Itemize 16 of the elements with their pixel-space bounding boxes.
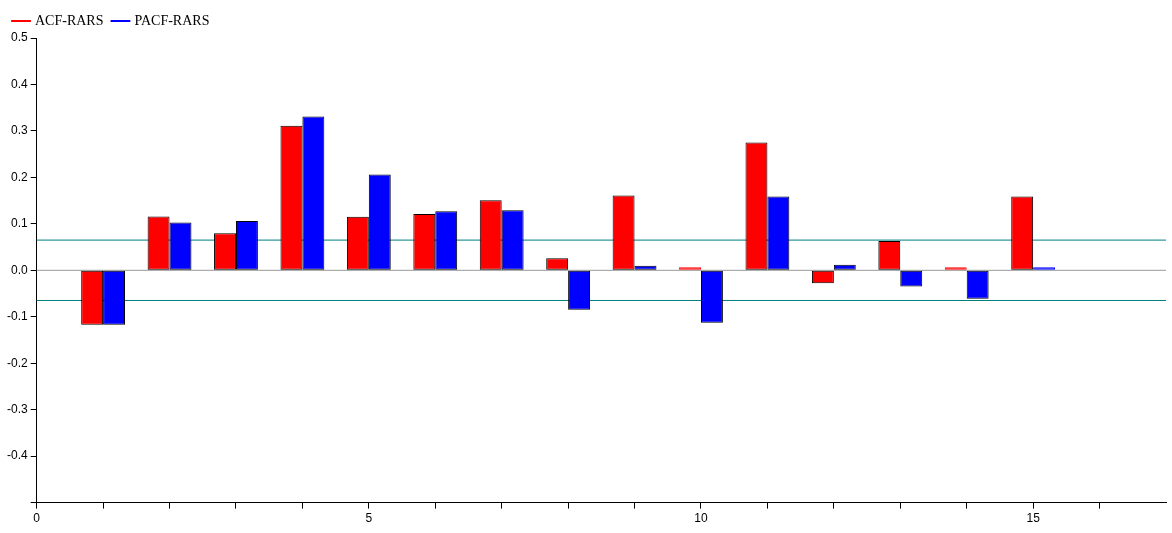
legend-label: PACF-RARS bbox=[134, 12, 210, 28]
y-tick-label: 0.4 bbox=[10, 76, 28, 91]
x-tick-label: 15 bbox=[1026, 511, 1041, 526]
y-tick-label: 0.1 bbox=[10, 216, 28, 231]
legend-label: ACF-RARS bbox=[35, 12, 104, 28]
y-tick-label: -0.1 bbox=[6, 309, 28, 324]
y-tick-label: 0.2 bbox=[10, 169, 28, 184]
x-tick-label: 5 bbox=[365, 511, 373, 526]
y-tick-label: 0.0 bbox=[10, 262, 28, 277]
y-tick-label: 0.5 bbox=[10, 30, 28, 45]
y-tick-label: -0.3 bbox=[6, 401, 28, 416]
y-tick-label: -0.2 bbox=[6, 355, 28, 370]
x-tick-label: 0 bbox=[33, 511, 41, 526]
y-tick-label: 0.3 bbox=[10, 123, 28, 138]
x-tick-label: 10 bbox=[694, 511, 708, 526]
y-tick-label: -0.4 bbox=[6, 448, 28, 463]
